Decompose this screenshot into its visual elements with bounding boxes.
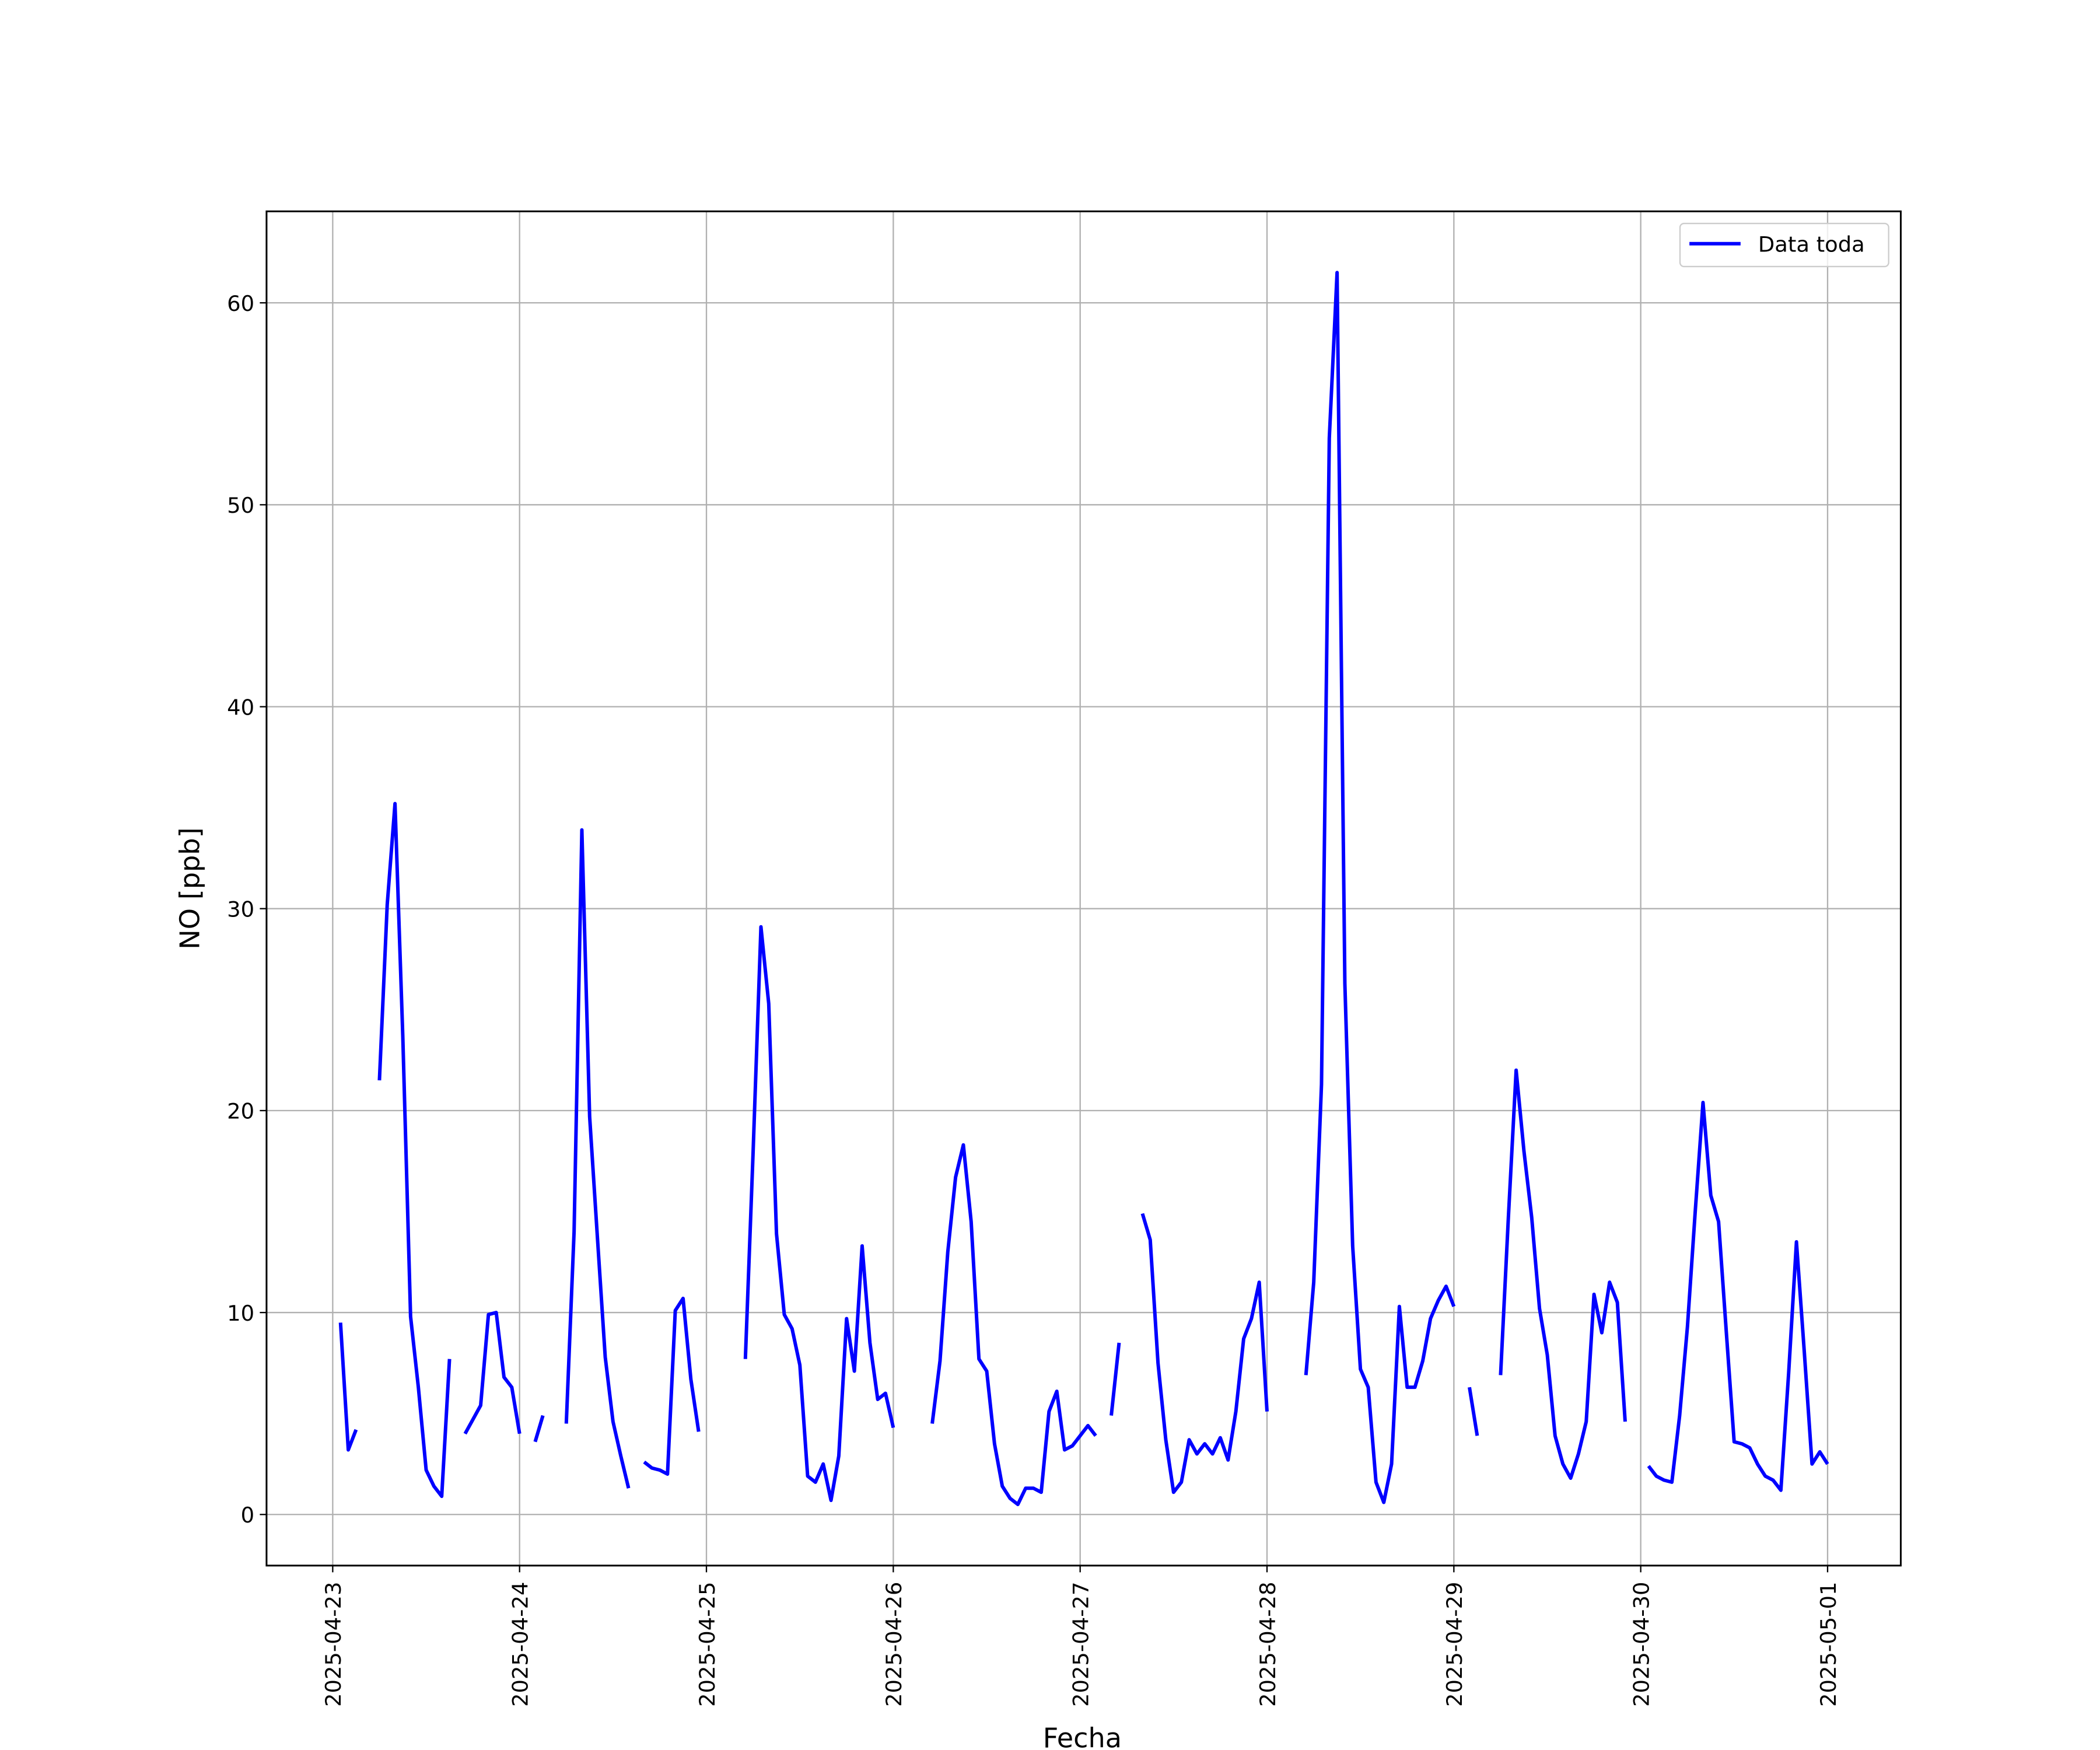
grid: [266, 211, 1901, 1566]
y-tick-label: 20: [227, 1099, 254, 1124]
x-tick-label: 2025-04-25: [695, 1582, 720, 1707]
data-line: [338, 271, 1829, 1506]
y-tick-label: 30: [227, 897, 254, 922]
legend-label: Data toda: [1758, 232, 1865, 257]
x-tick-label: 2025-04-24: [508, 1582, 533, 1707]
y-tick-label: 40: [227, 695, 254, 720]
x-tick-label: 2025-04-29: [1442, 1582, 1467, 1707]
y-axis-label: NO [ppb]: [174, 827, 206, 949]
y-tick-label: 50: [227, 493, 254, 518]
x-tick-label: 2025-04-27: [1069, 1582, 1094, 1707]
y-tick-label: 10: [227, 1301, 254, 1326]
y-tick-label: 60: [227, 291, 254, 316]
x-tick-label: 2025-04-30: [1629, 1582, 1654, 1707]
x-tick-label: 2025-04-26: [881, 1582, 907, 1707]
x-axis-label: Fecha: [1043, 1722, 1122, 1750]
axes-frame: [265, 210, 1902, 1567]
y-tick-label: 0: [241, 1503, 254, 1528]
legend: Data toda: [1679, 222, 1889, 268]
legend-box: [1679, 222, 1889, 268]
x-tick-label: 2025-05-01: [1816, 1582, 1841, 1707]
x-tick-label: 2025-04-28: [1255, 1582, 1280, 1707]
ticks: 0 10 20 30 40 50 60 2025-04-23 2025-04-24 2025-04…: [227, 291, 1841, 1707]
plot-area: [338, 271, 1829, 1506]
x-tick-label: 2025-04-23: [321, 1582, 346, 1707]
